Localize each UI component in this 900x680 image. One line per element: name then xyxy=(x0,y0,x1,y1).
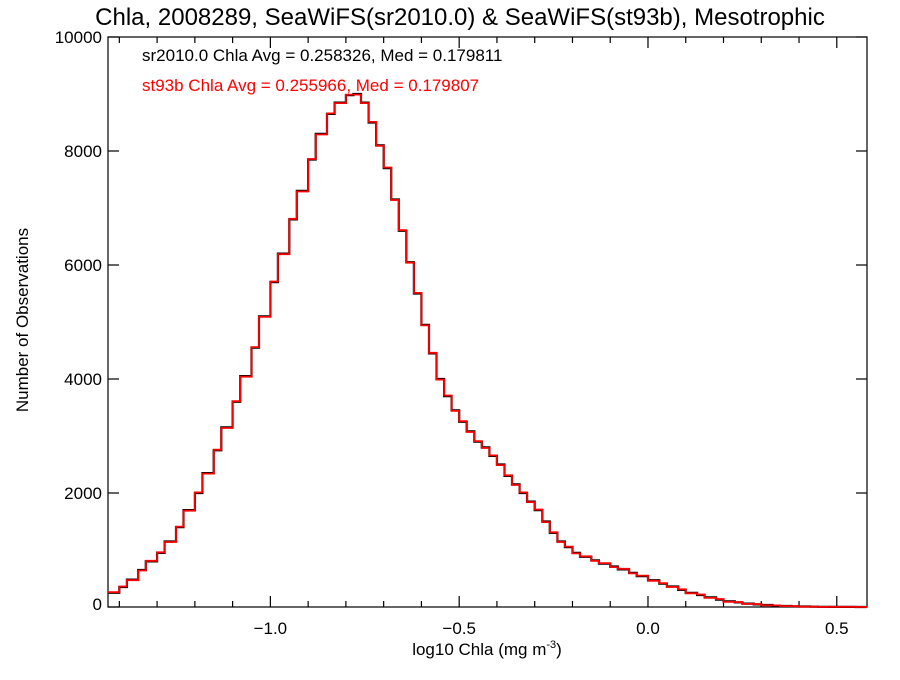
y-axis: 0 2000 4000 6000 8000 10000 xyxy=(55,28,867,614)
x-axis: −1.0 −0.5 0.0 0.5 xyxy=(118,37,849,638)
x-axis-label: log10 Chla (mg m-3) xyxy=(412,639,562,659)
x-tick-label: 0.5 xyxy=(825,619,849,638)
annotation-st93b: st93b Chla Avg = 0.255966, Med = 0.17980… xyxy=(142,76,479,95)
plot-frame xyxy=(107,36,868,608)
y-tick-label: 0 xyxy=(93,595,102,614)
x-tick-label: 0.0 xyxy=(636,619,660,638)
x-axis-label-tail: ) xyxy=(556,640,562,659)
x-tick-label: −1.0 xyxy=(254,619,288,638)
y-tick-label: 8000 xyxy=(64,142,102,161)
y-tick-label: 2000 xyxy=(64,484,102,503)
y-axis-label: Number of Observations xyxy=(13,228,32,412)
x-axis-label-main: log10 Chla (mg m xyxy=(412,640,546,659)
series-layer xyxy=(108,92,867,609)
y-tick-label: 10000 xyxy=(55,28,102,47)
x-tick-label: −0.5 xyxy=(442,619,476,638)
y-tick-label: 6000 xyxy=(64,256,102,275)
x-axis-label-superscript: -3 xyxy=(546,639,556,651)
series-line-st93b xyxy=(108,93,867,608)
y-tick-label: 4000 xyxy=(64,370,102,389)
chart-title: Chla, 2008289, SeaWiFS(sr2010.0) & SeaWi… xyxy=(95,4,825,31)
series-line-sr2010.0 xyxy=(108,92,867,609)
annotation-sr2010: sr2010.0 Chla Avg = 0.258326, Med = 0.17… xyxy=(142,46,502,65)
